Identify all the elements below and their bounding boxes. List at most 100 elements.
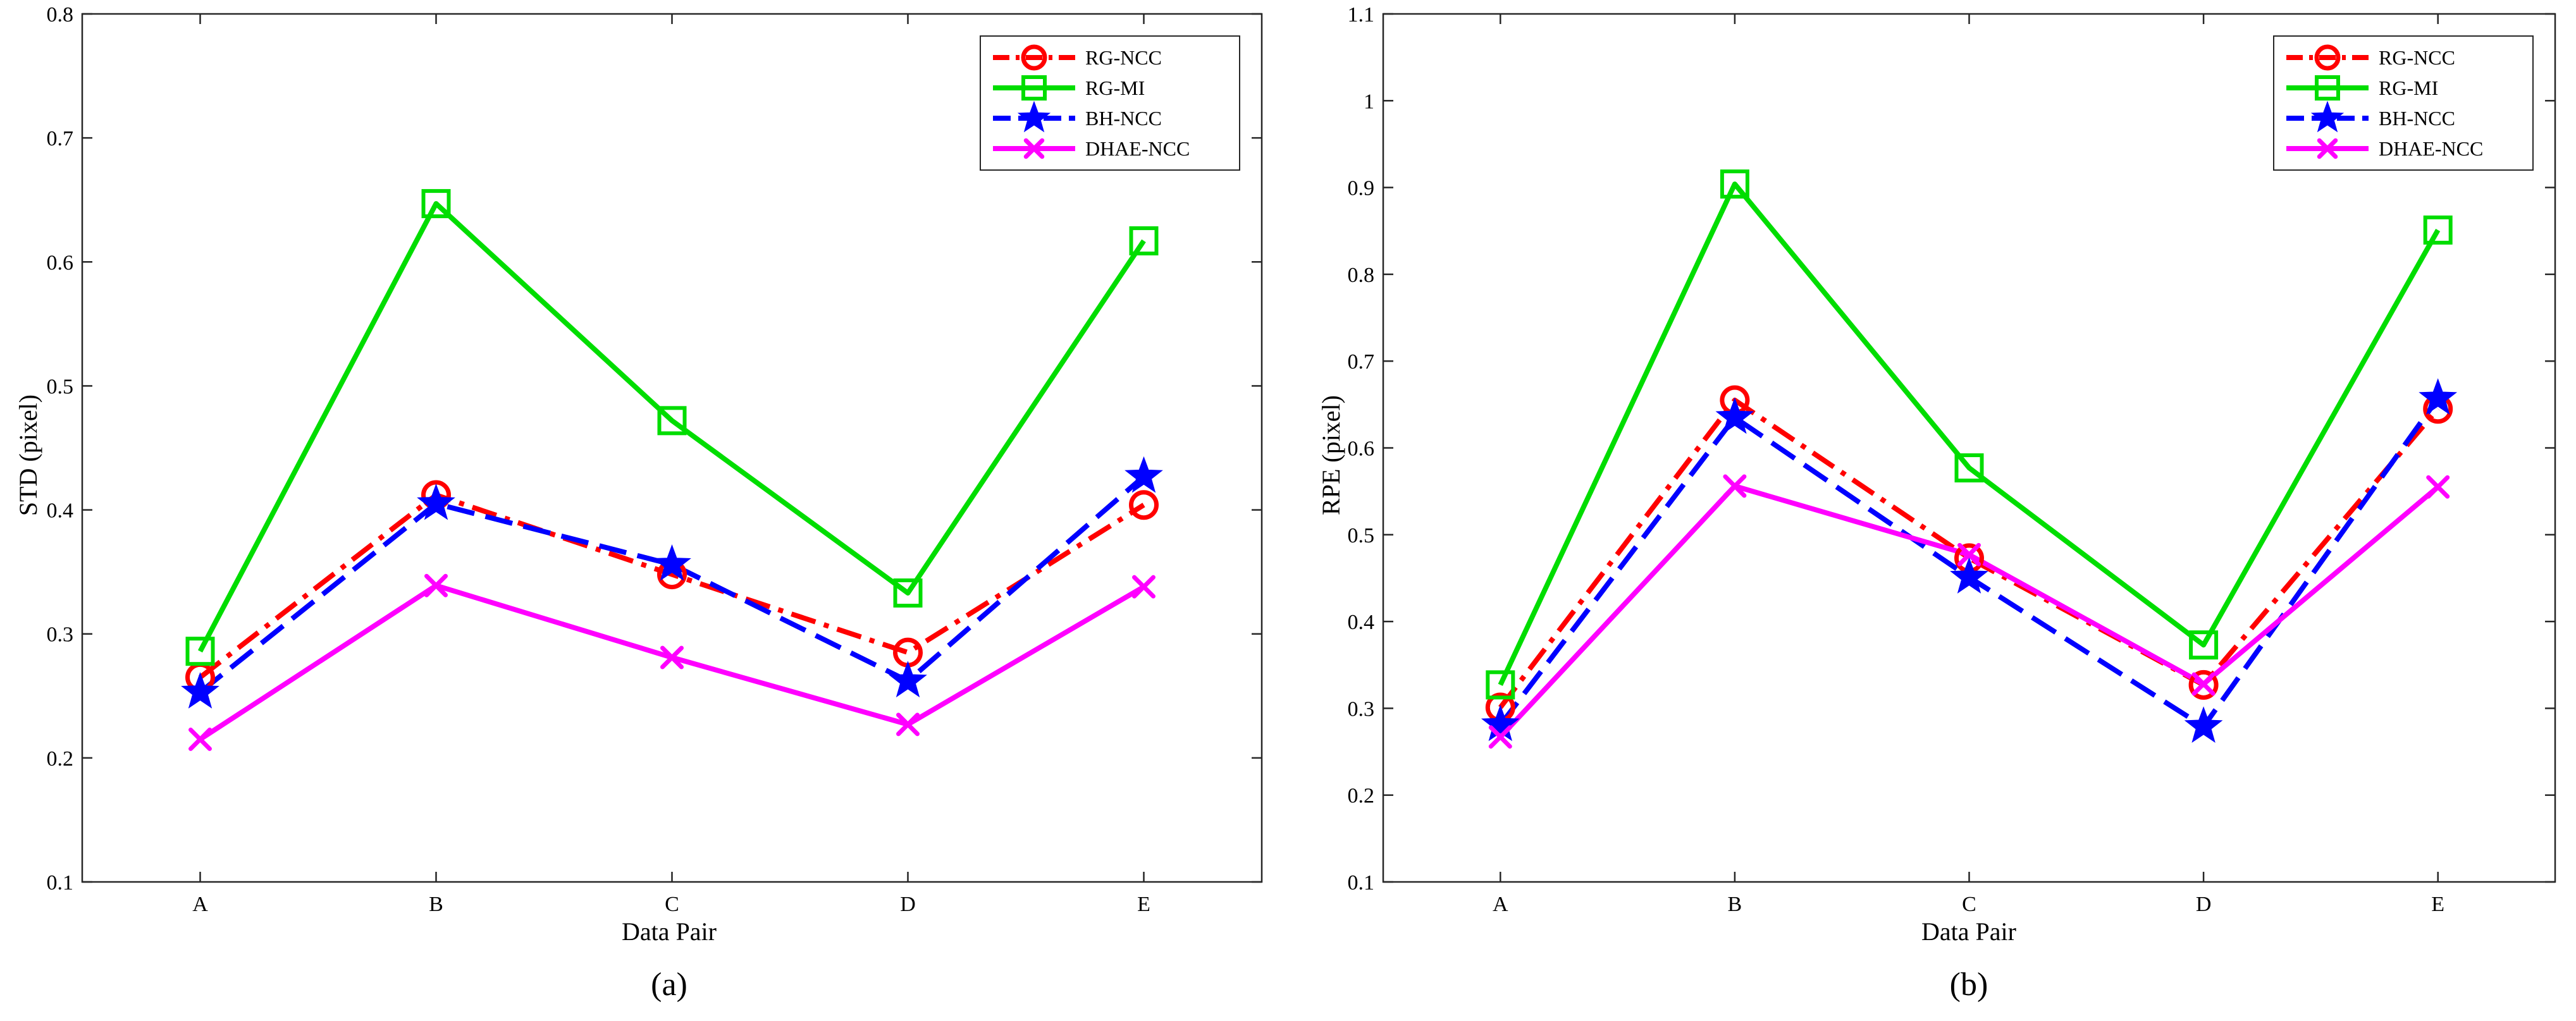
legend-marker — [1021, 44, 1047, 71]
x-axis: A B C D E — [1493, 14, 2444, 916]
markers-dhae-ncc — [188, 573, 1156, 751]
legend-label: BH-NCC — [2379, 107, 2455, 130]
y-axis: 0.1 0.2 0.3 0.4 0.5 0.6 0.7 0.8 0.9 1 1.1 — [1348, 3, 2555, 895]
data-point — [417, 483, 455, 520]
y-tick-label: 0.8 — [1348, 264, 1375, 287]
markers-rg-mi — [1486, 169, 2453, 700]
y-tick-label: 0.1 — [47, 871, 74, 895]
data-point — [1720, 169, 1749, 199]
y-tick-label: 1 — [1364, 90, 1374, 113]
data-point — [1723, 474, 1747, 498]
data-point — [188, 727, 212, 751]
legend-marker — [2314, 44, 2341, 71]
data-point — [657, 406, 687, 436]
x-tick-label: C — [665, 893, 679, 916]
legend-marker — [2315, 75, 2340, 101]
data-point — [1954, 453, 1984, 483]
y-tick-label: 0.2 — [47, 747, 74, 771]
x-tick-label: E — [1137, 893, 1150, 916]
data-point — [421, 189, 451, 219]
y-tick-label: 0.3 — [47, 623, 74, 647]
x-tick-label: D — [2196, 893, 2212, 916]
y-axis-title: RPE (pixel) — [1317, 395, 1345, 515]
y-tick-label: 0.7 — [47, 127, 74, 150]
data-point — [893, 578, 923, 608]
y-tick-label: 0.7 — [1348, 350, 1375, 374]
y-tick-label: 0.3 — [1348, 697, 1375, 721]
x-tick-label: D — [900, 893, 916, 916]
markers-dhae-ncc — [1488, 474, 2450, 749]
data-point — [1125, 456, 1163, 493]
data-point — [1481, 704, 1520, 742]
y-axis: 0.1 0.2 0.3 0.4 0.5 0.6 0.7 0.8 — [47, 3, 1262, 895]
x-tick-label: A — [1493, 893, 1508, 916]
y-tick-label: 0.5 — [1348, 524, 1375, 547]
legend-marker — [1017, 101, 1051, 133]
series-rg-ncc — [199, 492, 1145, 680]
x-axis-title: Data Pair — [622, 917, 717, 946]
data-point — [896, 712, 920, 737]
data-point — [1132, 575, 1156, 599]
x-tick-label: C — [1962, 893, 1976, 916]
data-point — [181, 672, 219, 709]
data-point — [1129, 490, 1159, 520]
data-point — [2191, 672, 2215, 696]
data-point — [889, 661, 927, 698]
series-rg-mi — [1498, 181, 2441, 686]
legend-marker — [2317, 138, 2338, 159]
legend-label: RG-MI — [2379, 76, 2438, 99]
data-point — [1950, 557, 1988, 594]
legend-marker — [1023, 138, 1045, 159]
y-tick-label: 0.6 — [47, 251, 74, 274]
legend-label: RG-NCC — [1085, 46, 1162, 69]
chart-panel-a: STD (pixel) Data Pair (a) 0.10.20.30.40.… — [14, 3, 1263, 1003]
y-tick-label: 0.4 — [47, 499, 74, 523]
legend-label: DHAE-NCC — [2379, 137, 2483, 160]
data-point — [653, 544, 691, 581]
series-line — [1498, 398, 2440, 709]
data-point — [185, 637, 215, 666]
series-rg-ncc — [1498, 398, 2440, 709]
legend-label: DHAE-NCC — [1085, 137, 1190, 160]
data-point — [1957, 542, 1981, 566]
legend: RG-NCC RG-MI BH-NCC DHAE-NCC — [980, 35, 1240, 171]
series-line — [197, 201, 1146, 653]
data-point — [2419, 378, 2458, 415]
y-tick-label: 0.2 — [1348, 785, 1375, 808]
y-axis-title: STD (pixel) — [14, 394, 42, 516]
caption: (a) — [651, 967, 687, 1003]
series-line — [199, 492, 1145, 680]
data-point — [2188, 669, 2219, 700]
chart-panel-b: RPE (pixel) Data Pair (b) 0.10.20.30.40.… — [1317, 3, 2556, 1003]
series-bh-ncc — [199, 474, 1146, 695]
data-point — [1488, 725, 1512, 749]
legend-label: BH-NCC — [1085, 107, 1162, 130]
caption: (b) — [1950, 967, 1988, 1003]
series-line — [1498, 181, 2441, 686]
series-line — [199, 474, 1146, 695]
x-tick-label: B — [1728, 893, 1742, 916]
y-tick-label: 0.8 — [47, 3, 74, 27]
legend-marker — [1021, 75, 1047, 101]
x-tick-label: A — [192, 893, 208, 916]
y-tick-label: 1.1 — [1348, 3, 1375, 27]
markers-bh-ncc — [1481, 378, 2458, 743]
markers-rg-mi — [185, 189, 1159, 666]
y-tick-label: 0.5 — [47, 375, 74, 398]
data-point — [660, 645, 684, 669]
markers-bh-ncc — [181, 456, 1163, 709]
legend: RG-NCC RG-MI BH-NCC DHAE-NCC — [2273, 35, 2534, 171]
x-axis: A B C D E — [192, 14, 1150, 916]
series-rg-mi — [197, 201, 1146, 653]
data-point — [1486, 670, 1515, 700]
legend-marker — [2310, 101, 2345, 133]
legend-label: RG-NCC — [2379, 46, 2455, 69]
y-tick-label: 0.9 — [1348, 177, 1375, 200]
legend-label: RG-MI — [1085, 76, 1145, 99]
x-axis-title: Data Pair — [1921, 917, 2016, 946]
data-point — [2189, 630, 2219, 660]
y-tick-label: 0.6 — [1348, 437, 1375, 461]
data-point — [424, 573, 448, 597]
y-tick-label: 0.4 — [1348, 611, 1375, 634]
